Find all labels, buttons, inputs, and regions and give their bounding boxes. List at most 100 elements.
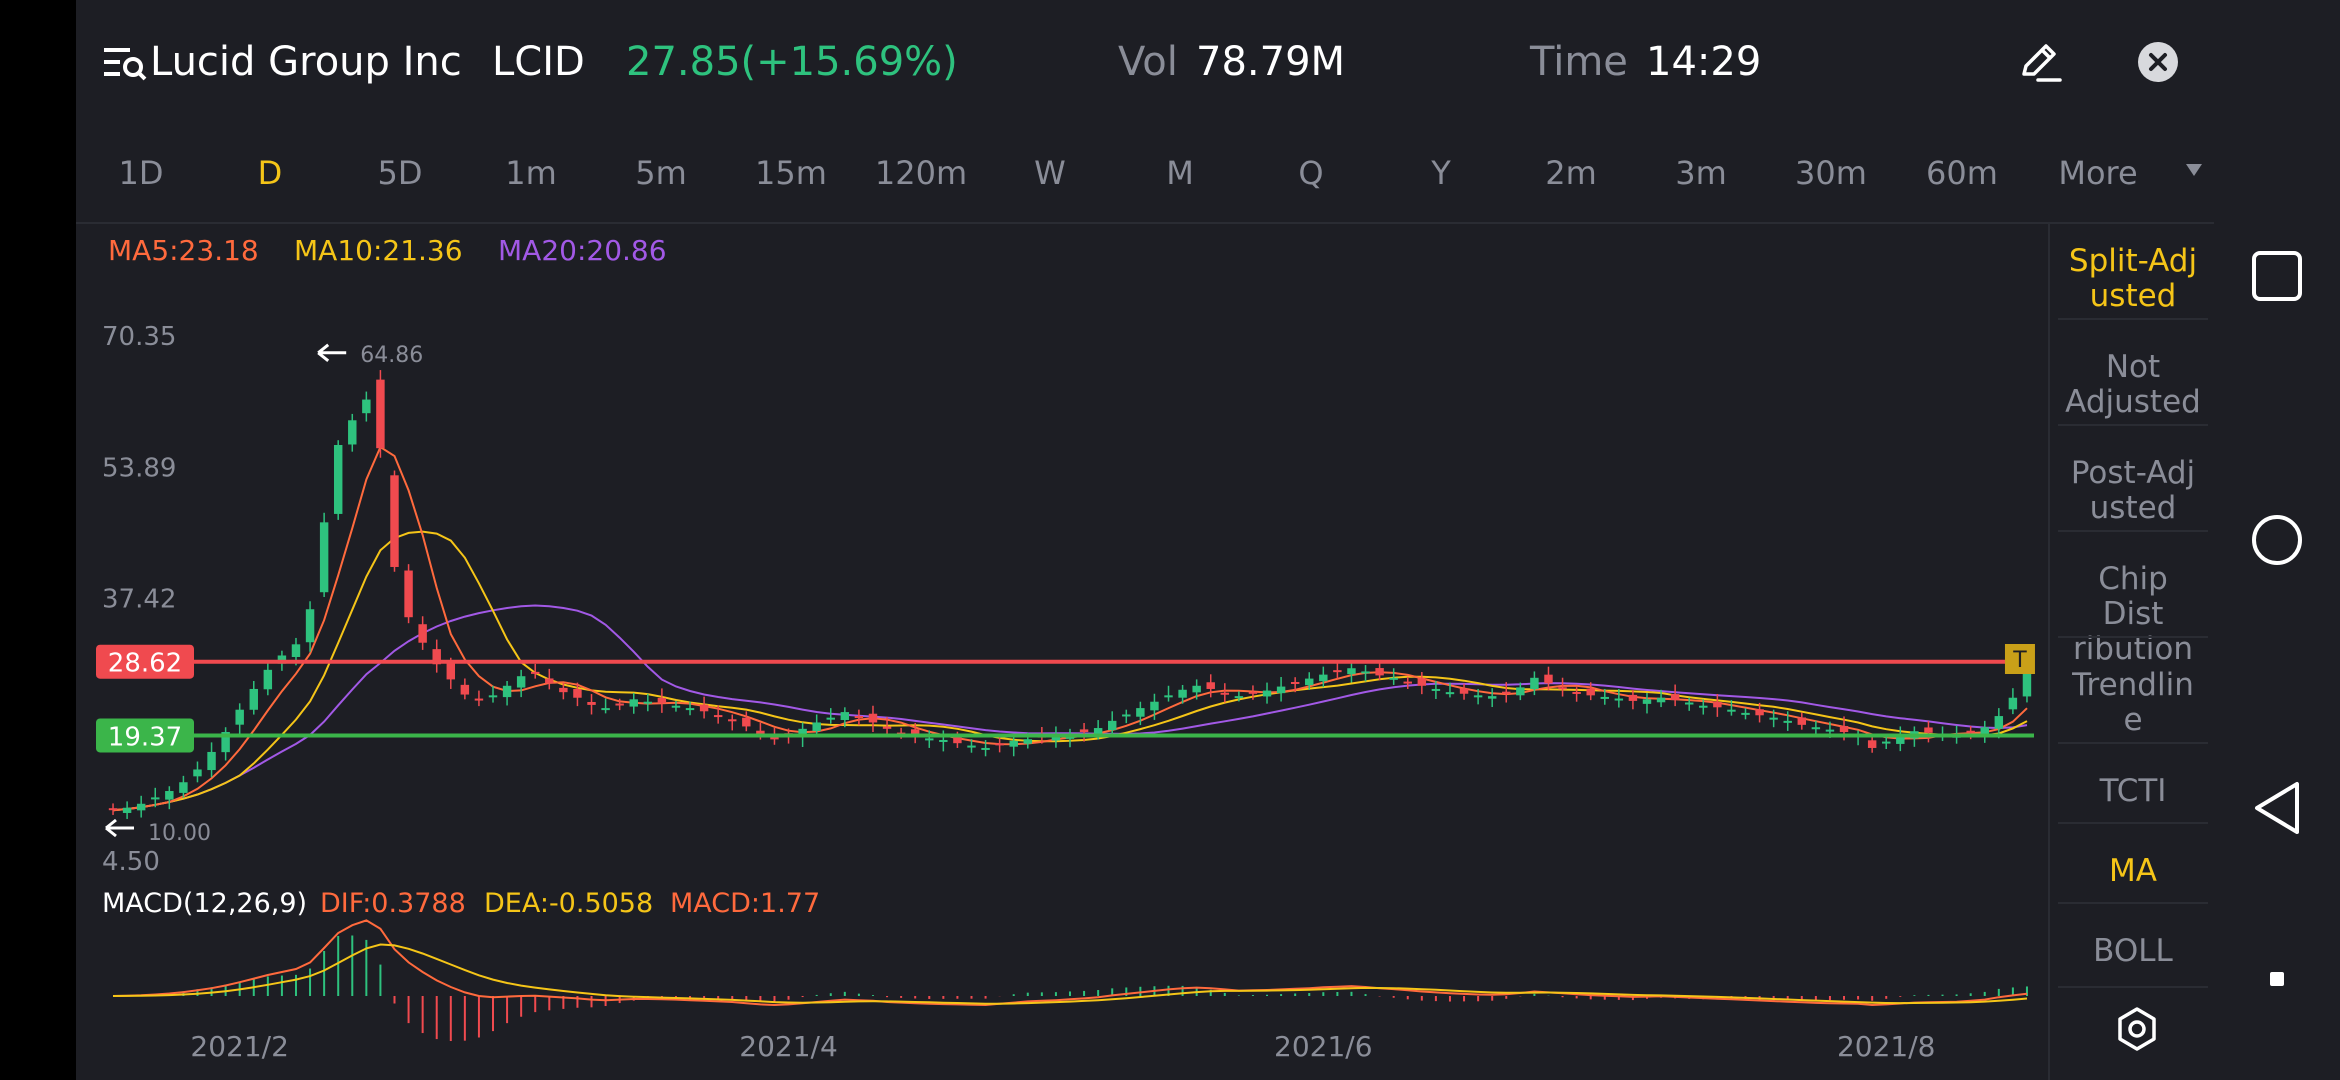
tab-3m[interactable]: 3m: [1675, 154, 1727, 192]
candle: [587, 694, 596, 715]
candle: [601, 698, 610, 714]
option-trendline[interactable]: Trendlin e: [2072, 667, 2194, 738]
macd-value: MACD:1.77: [670, 888, 820, 919]
tab-1m[interactable]: 1m: [505, 154, 557, 192]
tab-30m[interactable]: 30m: [1795, 154, 1867, 192]
home-icon[interactable]: [2251, 514, 2303, 566]
time-label: Time: [1530, 39, 1628, 85]
candle: [1502, 682, 1511, 703]
candle-body: [1459, 688, 1469, 694]
candle-body: [291, 644, 301, 657]
recent-apps-icon[interactable]: [2251, 250, 2303, 302]
candle: [840, 707, 850, 728]
tab-15m[interactable]: 15m: [755, 154, 827, 192]
candle: [1600, 688, 1609, 705]
candle-body: [1670, 694, 1680, 701]
indicator-tcti[interactable]: TCTI: [2099, 773, 2167, 809]
divider: [2058, 742, 2208, 744]
candle: [1516, 682, 1525, 701]
candle: [179, 775, 188, 798]
settings-icon[interactable]: [2114, 1006, 2160, 1052]
candle: [122, 801, 132, 819]
tab-more[interactable]: More: [2058, 154, 2138, 192]
tab-q[interactable]: Q: [1298, 154, 1324, 192]
candle: [1614, 688, 1624, 708]
candle-body: [1966, 730, 1975, 733]
candle: [1994, 708, 2004, 739]
divider: [2058, 318, 2208, 320]
candle-body: [165, 791, 174, 800]
x-tick-label: 2021/6: [1274, 1030, 1373, 1063]
candle: [362, 391, 371, 422]
close-button[interactable]: [2138, 42, 2178, 82]
candle-body: [1882, 741, 1891, 744]
candle: [868, 705, 878, 733]
candle: [545, 668, 554, 690]
tab-d[interactable]: D: [257, 154, 283, 192]
x-tick-label: 2021/4: [739, 1030, 838, 1063]
candle: [1558, 677, 1567, 697]
candle-body: [235, 709, 244, 725]
candle: [404, 564, 413, 624]
tab-w[interactable]: W: [1034, 154, 1066, 192]
candle: [1713, 693, 1722, 717]
tab-m[interactable]: M: [1166, 154, 1194, 192]
candlestick-chart[interactable]: MA5:23.18 MA10:21.36 MA20:20.86 70.35 53.…: [76, 224, 2048, 1080]
indicator-boll[interactable]: BOLL: [2093, 933, 2173, 969]
candle-body: [1867, 740, 1877, 748]
candle: [1164, 685, 1173, 702]
indicator-ma[interactable]: MA: [2109, 853, 2157, 889]
candle: [235, 703, 244, 735]
option-post-adjusted[interactable]: Post-Adj usted: [2070, 455, 2196, 526]
option-chip-distribution[interactable]: Chip Dist ribution: [2072, 561, 2194, 667]
candle-body: [826, 717, 835, 720]
tab-y[interactable]: Y: [1431, 154, 1451, 192]
candle-body: [122, 807, 132, 813]
candle-body: [615, 703, 624, 706]
candle-body: [1122, 714, 1131, 717]
high-price-label: 64.86: [360, 343, 423, 368]
candle: [1009, 736, 1018, 757]
candle: [502, 680, 512, 706]
tab-2m[interactable]: 2m: [1545, 154, 1597, 192]
candle-body: [1727, 709, 1736, 712]
option-split-adjusted[interactable]: Split-Adj usted: [2068, 243, 2198, 314]
candle: [221, 727, 230, 761]
candle-body: [1839, 725, 1849, 733]
dea-line: [112, 943, 2028, 1005]
candle-body: [1150, 701, 1159, 711]
option-not-adjusted[interactable]: Not Adjusted: [2065, 349, 2201, 420]
tab-5m[interactable]: 5m: [635, 154, 687, 192]
support-label-bg: [96, 718, 194, 753]
candle: [559, 683, 568, 700]
candle-body: [868, 713, 878, 723]
tab-60m[interactable]: 60m: [1926, 154, 1998, 192]
candle: [1107, 711, 1117, 737]
candle-body: [699, 704, 709, 712]
candle: [1431, 680, 1441, 700]
candles: [108, 370, 2032, 819]
back-icon[interactable]: [2251, 780, 2303, 836]
macd-panel: [112, 919, 2028, 1042]
candle-body: [1079, 729, 1089, 733]
candle-body: [812, 722, 821, 732]
chevron-down-icon[interactable]: [2186, 164, 2202, 176]
menu-search-icon[interactable]: [104, 44, 148, 82]
tab-1d[interactable]: 1D: [118, 154, 164, 192]
candle-body: [587, 702, 596, 705]
candle: [1769, 709, 1778, 728]
candle-body: [953, 736, 962, 744]
horizontal-price-lines[interactable]: 28.62 19.37: [96, 644, 2034, 753]
tab-120m[interactable]: 120m: [874, 154, 968, 192]
candle: [1305, 672, 1314, 690]
candle: [1417, 672, 1427, 695]
candle-body: [840, 712, 850, 721]
price-change: 27.85(+15.69%): [626, 39, 958, 85]
tab-5d[interactable]: 5D: [377, 154, 423, 192]
candle: [136, 795, 146, 818]
keyboard-indicator-icon: [2270, 972, 2284, 986]
pencil-icon[interactable]: [2016, 38, 2064, 86]
divider: [2058, 822, 2208, 824]
today-marker-label: T: [2012, 648, 2027, 673]
candle-body: [446, 662, 456, 680]
